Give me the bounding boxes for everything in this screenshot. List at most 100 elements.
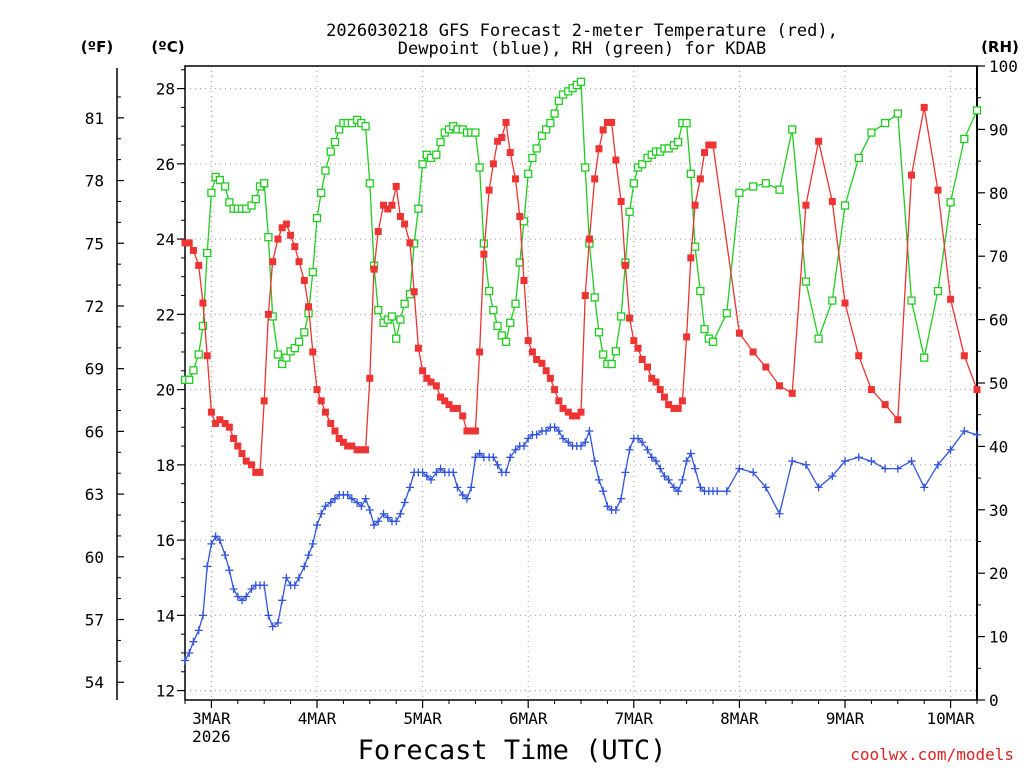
temperature-point — [459, 412, 467, 420]
celsius-tick-label: 16 — [156, 531, 175, 550]
rh-point — [506, 318, 515, 327]
temperature-point — [189, 246, 197, 254]
temperature-point — [947, 295, 955, 303]
dewpoint-point — [920, 483, 929, 492]
rh-point — [207, 188, 216, 197]
temperature-point — [934, 186, 942, 194]
dewpoint-point — [326, 498, 335, 507]
fahrenheit-tick-label: 69 — [85, 360, 104, 379]
rh-point — [607, 359, 616, 369]
temperature-point — [555, 397, 563, 405]
temperature-point — [453, 404, 461, 412]
dewpoint-point — [960, 426, 969, 435]
temperature-point — [380, 201, 388, 209]
dewpoint-point — [656, 464, 665, 473]
rh-point — [335, 125, 344, 134]
temperature-point — [449, 404, 457, 412]
rh-point — [537, 131, 547, 140]
axes: 1214161820222426285457606366697275788101… — [85, 57, 1018, 746]
temperature-point — [230, 434, 238, 442]
temperature-point — [581, 292, 589, 300]
temperature-point — [674, 404, 682, 412]
temperature-point — [406, 239, 414, 247]
dewpoint-point — [392, 517, 401, 526]
dewpoint-point — [933, 460, 942, 469]
dewpoint-point — [238, 596, 247, 605]
dewpoint-point — [467, 483, 476, 492]
dewpoint-point — [211, 532, 220, 541]
rh-point — [867, 128, 876, 137]
rh-tick-label: 60 — [989, 311, 1008, 330]
dewpoint-point — [432, 468, 441, 477]
temperature-point — [221, 419, 229, 427]
temperature-point — [841, 299, 849, 307]
dewpoint-point — [506, 453, 515, 462]
rh-point — [854, 153, 863, 163]
dewpoint-point — [611, 505, 620, 514]
dewpoint-point — [194, 626, 203, 635]
temperature-point — [617, 197, 625, 205]
rh-point — [436, 137, 445, 147]
dewpoint-point — [621, 468, 630, 477]
rh-point — [185, 375, 194, 384]
dewpoint-point — [225, 566, 234, 575]
dewpoint-point — [365, 505, 374, 514]
temperature-point — [396, 213, 404, 221]
dewpoint-point — [181, 656, 189, 665]
temperature-point — [225, 423, 233, 431]
temperature-point — [252, 468, 260, 476]
temperature-point — [305, 303, 313, 311]
dewpoint-point — [229, 585, 238, 594]
rh-point — [690, 242, 700, 251]
temperature-point — [749, 348, 757, 356]
dewpoint-point — [554, 426, 563, 435]
dewpoint-point — [304, 551, 313, 560]
dewpoint-point — [638, 438, 647, 447]
dewpoint-point — [493, 460, 502, 469]
temperature-point — [203, 352, 211, 360]
dewpoint-point — [814, 483, 823, 492]
chart-title-line-1: 2026030218 GFS Forecast 2-meter Temperat… — [326, 21, 838, 41]
x-tick-label: 9MAR — [826, 709, 865, 728]
temperature-point — [687, 254, 695, 262]
temperature-point — [709, 141, 717, 149]
dewpoint-point — [308, 539, 317, 548]
temperature-point — [603, 118, 611, 126]
temperature-point — [524, 337, 532, 345]
temperature-point — [735, 329, 743, 337]
dewpoint-line — [184, 426, 978, 661]
temperature-point — [282, 220, 290, 228]
rh-point — [501, 337, 511, 346]
dewpoint-point — [801, 460, 810, 469]
rh-point — [374, 305, 383, 315]
rh-point — [493, 321, 502, 331]
dewpoint-point — [854, 453, 863, 462]
fahrenheit-tick-label: 66 — [85, 422, 104, 441]
temperature-point — [520, 276, 528, 284]
credit-text: coolwx.com/models — [850, 745, 1014, 764]
rh-tick-label: 100 — [989, 57, 1018, 76]
temperature-point — [815, 137, 823, 145]
dewpoint-point — [590, 457, 599, 466]
rh-point — [828, 296, 837, 305]
temperature-point — [498, 133, 506, 141]
rh-point — [220, 182, 230, 191]
celsius-tick-label: 22 — [156, 305, 175, 324]
rh-point — [735, 188, 744, 197]
rh-point — [225, 198, 234, 207]
temperature-point — [644, 363, 652, 371]
temperature-point — [506, 149, 514, 157]
dewpoint-point — [242, 592, 251, 601]
temperature-point — [528, 348, 536, 356]
temperature-point — [608, 118, 616, 126]
temperature-point — [238, 450, 246, 458]
dewpoint-point — [907, 457, 916, 466]
x-tick-year-label: 2026 — [192, 727, 231, 746]
rh-point — [361, 122, 370, 131]
rh-point — [542, 125, 551, 134]
dewpoint-point — [696, 483, 705, 492]
temperature-point — [612, 156, 620, 164]
rh-point — [546, 118, 555, 128]
fahrenheit-tick-label: 57 — [85, 611, 104, 630]
rh-tick-label: 70 — [989, 247, 1008, 266]
